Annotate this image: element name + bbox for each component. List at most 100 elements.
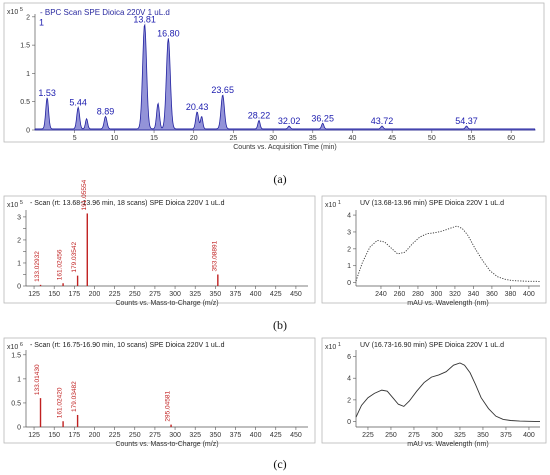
x-tick-label: 240 (375, 291, 387, 298)
x-axis-label: mAU vs. Wavelength (nm) (407, 300, 488, 307)
panel-frame (3, 337, 316, 444)
x-tick-label: 400 (523, 291, 535, 298)
peak-label: 36.25 (311, 113, 334, 123)
x-tick-label: 30 (269, 135, 277, 142)
y-tick-label: 2 (17, 237, 21, 244)
x-tick-label: 325 (189, 432, 201, 439)
y-tick-label: 1 (26, 71, 30, 78)
x-tick-label: 225 (362, 432, 374, 439)
x-tick-label: 200 (89, 432, 101, 439)
y-scale-label: x10 5 (7, 200, 23, 209)
y-tick-label: 0 (347, 419, 351, 426)
y-scale-label: x10 1 (325, 200, 341, 209)
uv-line (355, 225, 541, 282)
ms-peak-label: 133.01430 (34, 364, 41, 395)
y-scale-label: x10 5 (7, 7, 23, 16)
peak-label: 13.81 (133, 14, 156, 24)
x-tick-label: 125 (28, 432, 40, 439)
chart-4: - Scan (rt: 16.75-16.90 min, 10 scans) S… (3, 337, 316, 448)
y-tick-label: 1 (347, 263, 351, 270)
x-tick-label: 350 (477, 432, 489, 439)
panel-frame (3, 2, 545, 143)
x-axis-label: Counts vs. Mass-to-Charge (m/z) (115, 300, 218, 307)
x-tick-label: 225 (109, 291, 121, 298)
chart-1: - BPC Scan SPE Dioica 220V 1 uL.d x10 5 5 1… (3, 2, 545, 151)
ms-peak-label: 191.05554 (81, 179, 88, 210)
x-tick-label: 45 (388, 135, 396, 142)
peak-label: 20.43 (186, 102, 209, 112)
panel-frame (321, 195, 547, 304)
y-tick-label: 0 (26, 128, 30, 135)
x-tick-label: 275 (408, 432, 420, 439)
peak-label: 54.37 (455, 116, 478, 126)
x-tick-label: 340 (468, 291, 480, 298)
x-tick-label: 400 (250, 432, 262, 439)
x-tick-label: 40 (349, 135, 357, 142)
uv-line (355, 362, 541, 423)
x-tick-label: 350 (209, 291, 221, 298)
peak-label: 1.53 (38, 88, 56, 98)
y-tick-label: 2 (26, 14, 30, 21)
x-tick-label: 300 (169, 432, 181, 439)
ms-peak-label: 295.04581 (165, 390, 172, 421)
x-tick-label: 225 (109, 432, 121, 439)
x-tick-label: 325 (454, 432, 466, 439)
peak-label: 8.89 (97, 107, 115, 117)
y-tick-label: 1.5 (20, 43, 30, 50)
x-tick-label: 20 (190, 135, 198, 142)
peak-label: 43.72 (371, 116, 394, 126)
ms-peak-label: 161.02456 (57, 249, 64, 280)
y-tick-label: 2 (347, 397, 351, 404)
chart-5: UV (16.73-16.90 min) SPE Dioica 220V 1 u… (321, 337, 547, 448)
x-tick-label: 360 (486, 291, 498, 298)
chart-3: UV (13.68-13.96 min) SPE Dioica 220V 1 u… (321, 195, 547, 307)
x-tick-label: 300 (431, 432, 443, 439)
x-tick-label: 400 (250, 291, 262, 298)
x-tick-label: 150 (48, 291, 60, 298)
y-tick-label: 3 (347, 229, 351, 236)
ms-peak-label: 179.03542 (71, 242, 78, 273)
x-tick-label: 275 (149, 432, 161, 439)
x-axis-label: mAU vs. Wavelength (nm) (407, 441, 488, 448)
x-tick-label: 400 (523, 432, 535, 439)
y-scale-label: x10 1 (325, 342, 341, 351)
y-scale-label: x10 6 (7, 342, 23, 351)
y-tick-label: 1.5 (11, 352, 21, 359)
peak-label: 16.80 (157, 28, 180, 38)
y-tick-label: 3 (17, 214, 21, 221)
x-tick-label: 280 (412, 291, 424, 298)
panel-frame (321, 337, 547, 444)
ms-peak-label: 353.08891 (211, 240, 218, 271)
peak-label: 5.44 (69, 97, 87, 107)
series-area (34, 23, 536, 131)
peak-label: 28.22 (248, 111, 271, 121)
ms-peak-label: 161.02420 (57, 387, 64, 418)
x-tick-label: 450 (290, 291, 302, 298)
peak-label: 23.65 (211, 85, 234, 95)
x-tick-label: 10 (110, 135, 118, 142)
x-tick-label: 325 (189, 291, 201, 298)
x-tick-label: 250 (129, 291, 141, 298)
chart-title: UV (13.68-13.96 min) SPE Dioica 220V 1 u… (360, 200, 504, 207)
panel-caption: (a) (273, 172, 286, 186)
x-tick-label: 250 (129, 432, 141, 439)
x-tick-label: 275 (149, 291, 161, 298)
x-tick-label: 50 (428, 135, 436, 142)
x-tick-label: 450 (290, 432, 302, 439)
x-tick-label: 250 (385, 432, 397, 439)
y-tick-label: 4 (347, 376, 351, 383)
x-tick-label: 150 (48, 432, 60, 439)
x-tick-label: 375 (500, 432, 512, 439)
x-axis-label: Counts vs. Mass-to-Charge (m/z) (115, 441, 218, 448)
x-tick-label: 350 (209, 432, 221, 439)
x-tick-label: 260 (394, 291, 406, 298)
ms-peak-label: 179.03482 (71, 381, 78, 412)
panel-caption: (b) (273, 318, 287, 332)
x-tick-label: 300 (169, 291, 181, 298)
x-tick-label: 35 (309, 135, 317, 142)
y-tick-label: 2 (347, 246, 351, 253)
chart-title: UV (16.73-16.90 min) SPE Dioica 220V 1 u… (360, 342, 504, 349)
x-tick-label: 125 (28, 291, 40, 298)
y-tick-label: 0 (347, 280, 351, 287)
y-tick-label: 0.5 (11, 400, 21, 407)
